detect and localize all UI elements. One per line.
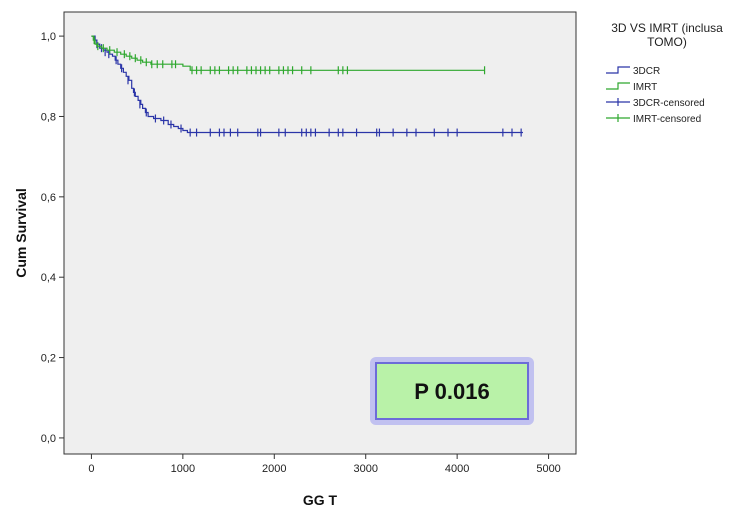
legend-label: 3DCR-censored <box>633 98 705 109</box>
legend-entries: 3DCR IMRT 3DCR-censored IMRT-censored <box>606 66 705 125</box>
legend-label: 3DCR <box>633 66 660 77</box>
legend-label: IMRT-censored <box>633 114 701 125</box>
x-tick-label: 1000 <box>171 463 195 475</box>
y-tick-label: 0,0 <box>41 433 56 445</box>
legend: 3D VS IMRT (inclusa TOMO) 3DCR IMRT 3DCR-c… <box>606 21 723 125</box>
legend-entry: IMRT <box>606 82 657 93</box>
y-axis-title: Cum Survival <box>13 188 29 277</box>
legend-title-line-1: 3D VS IMRT (inclusa <box>611 21 723 35</box>
x-tick-label: 2000 <box>262 463 286 475</box>
legend-entry: 3DCR-censored <box>606 98 705 109</box>
p-value-text: P 0.016 <box>414 379 489 404</box>
legend-title-line-2: TOMO) <box>647 35 687 49</box>
p-value-box <box>375 362 529 420</box>
series-line-3dcr <box>91 35 523 134</box>
y-tick-label: 0,8 <box>41 111 56 123</box>
x-tick-label: 3000 <box>353 463 377 475</box>
legend-swatch <box>606 66 630 74</box>
y-tick-label: 1,0 <box>41 31 56 43</box>
p-value-annotation: P 0.016 <box>370 357 534 425</box>
legend-swatch <box>606 82 630 90</box>
legend-label: IMRT <box>633 82 657 93</box>
legend-entry: IMRT-censored <box>606 114 701 125</box>
x-axis-title: GG T <box>303 492 338 508</box>
x-tick-label: 4000 <box>445 463 469 475</box>
y-tick-label: 0,4 <box>41 272 56 284</box>
series-layer <box>91 35 523 137</box>
y-tick-label: 0,6 <box>41 192 56 204</box>
x-tick-label: 5000 <box>536 463 560 475</box>
y-tick-label: 0,2 <box>41 353 56 365</box>
series-line-imrt <box>91 35 485 71</box>
legend-entry: 3DCR <box>606 66 660 77</box>
axes: 0 1000 2000 3000 4000 5000 0,0 0,2 0,4 0,6 0,8 1,0 <box>41 31 561 475</box>
x-tick-label: 0 <box>88 463 94 475</box>
